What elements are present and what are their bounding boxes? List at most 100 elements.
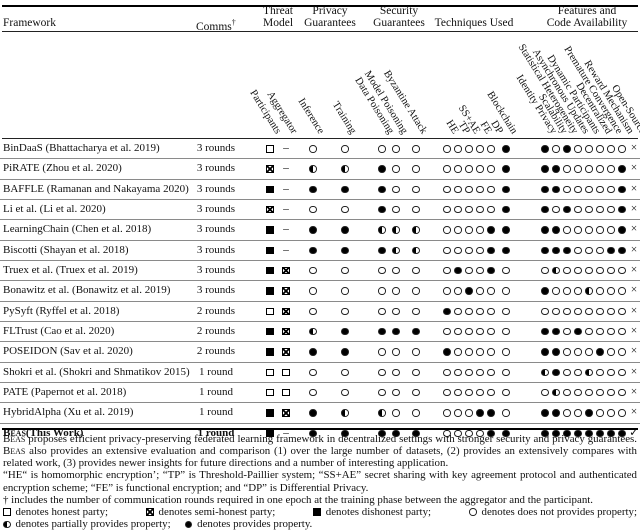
symbol-partially-provides-property <box>552 266 560 275</box>
legend-item: denotes partially provides property; <box>3 518 171 530</box>
table-row: Li et al. (Li et al. 2020) 3 rounds – × <box>0 200 640 221</box>
symbol-dishonest-party <box>266 287 274 295</box>
symbol-provides-property <box>596 348 604 356</box>
symbol-provides-property <box>607 246 615 255</box>
symbol-no: × <box>630 345 638 358</box>
symbol-does-not-provides-property <box>454 429 462 438</box>
symbol-does-not-provides-property <box>502 287 510 295</box>
symbol-does-not-provides-property <box>487 205 495 214</box>
symbol-does-not-provides-property <box>309 388 317 397</box>
symbol-does-not-provides-property <box>392 287 400 295</box>
framework-name: Shokri et al. (Shokri and Shmatikov 2015… <box>3 365 190 378</box>
symbol-does-not-provides-property <box>541 266 549 275</box>
symbol-partially-provides-property <box>412 226 420 234</box>
symbol-not-applicable: – <box>283 243 289 256</box>
symbol-no: × <box>630 385 638 398</box>
symbol-partially-provides-property <box>541 368 549 377</box>
symbol-provides-property <box>596 429 604 438</box>
symbol-no: × <box>630 284 638 297</box>
symbol-semi-honest-party <box>282 409 290 417</box>
symbol-honest-party <box>282 388 290 397</box>
symbol-provides-property <box>552 327 560 336</box>
symbol-does-not-provides-property <box>341 205 349 214</box>
symbol-does-not-provides-property <box>412 409 420 417</box>
symbol-does-not-provides-property <box>585 266 593 275</box>
symbol-does-not-provides-property <box>454 368 462 377</box>
group-header-features-and-code-availability: Features and Code Availability <box>512 5 640 29</box>
symbol-not-applicable: – <box>283 426 289 439</box>
symbol-does-not-provides-property <box>341 368 349 377</box>
symbol-semi-honest-party <box>282 307 290 316</box>
symbol-does-not-provides-property <box>552 287 560 295</box>
symbol-does-not-provides-property <box>454 307 462 316</box>
symbol-provides-property <box>309 246 317 255</box>
symbol-provides-property <box>378 327 386 336</box>
symbol-does-not-provides-property <box>585 226 593 234</box>
symbol-does-not-provides-property <box>454 348 462 356</box>
symbol-provides-property <box>552 226 560 234</box>
comms-value: 3 rounds <box>196 162 236 175</box>
framework-name: Truex et al. (Truex et al. 2019) <box>3 263 138 276</box>
symbol-does-not-provides-property <box>309 266 317 275</box>
symbol-does-not-provides-property <box>465 185 473 194</box>
symbol-does-not-provides-property <box>443 388 451 397</box>
symbol-does-not-provides-property <box>552 205 560 214</box>
symbol-does-not-provides-property <box>412 388 420 397</box>
symbol-dishonest-party <box>313 508 321 516</box>
symbol-does-not-provides-property <box>607 368 615 377</box>
symbol-does-not-provides-property <box>443 145 451 153</box>
symbol-provides-property <box>487 429 495 438</box>
symbol-provides-property <box>552 185 560 194</box>
symbol-provides-property <box>309 348 317 356</box>
symbol-does-not-provides-property <box>469 508 477 516</box>
symbol-provides-property <box>541 348 549 356</box>
symbol-provides-property <box>341 348 349 356</box>
symbol-provides-property <box>541 185 549 194</box>
symbol-provides-property <box>541 205 549 214</box>
symbol-dishonest-party <box>266 429 274 438</box>
table-row: PiRATE (Zhou et al. 2020) 3 rounds – × <box>0 159 640 180</box>
symbol-provides-property <box>502 145 510 153</box>
symbol-provides-property <box>341 429 349 438</box>
symbol-provides-property <box>378 205 386 214</box>
symbol-does-not-provides-property <box>412 165 420 173</box>
table-row: HybridAlpha (Xu et al. 2019) 1 round × <box>0 403 640 424</box>
symbol-does-not-provides-property <box>596 307 604 316</box>
symbol-partially-provides-property <box>309 165 317 173</box>
group-header-line: Model <box>262 17 294 29</box>
body-top-rule <box>2 138 638 139</box>
table-row: PATE (Papernot et al. 2018) 1 round × <box>0 383 640 404</box>
legend-line-1: denotes honest party; denotes semi-honest… <box>3 506 637 518</box>
comms-value: 3 rounds <box>196 223 236 236</box>
symbol-does-not-provides-property <box>392 348 400 356</box>
symbol-does-not-provides-property <box>585 327 593 336</box>
symbol-dishonest-party <box>266 226 274 234</box>
symbol-not-applicable: – <box>283 202 289 215</box>
legend-item-text: denotes honest party; <box>15 505 109 518</box>
symbol-does-not-provides-property <box>378 287 386 295</box>
symbol-does-not-provides-property <box>465 145 473 153</box>
symbol-does-not-provides-property <box>574 287 582 295</box>
symbol-provides-property <box>541 145 549 153</box>
symbol-does-not-provides-property <box>574 145 582 153</box>
symbol-does-not-provides-property <box>392 388 400 397</box>
comms-value: 3 rounds <box>196 243 236 256</box>
symbol-does-not-provides-property <box>502 327 510 336</box>
column-header-comms: Comms† <box>196 18 236 33</box>
symbol-does-not-provides-property <box>378 368 386 377</box>
symbol-does-not-provides-property <box>476 145 484 153</box>
symbol-does-not-provides-property <box>392 205 400 214</box>
symbol-does-not-provides-property <box>574 266 582 275</box>
symbol-honest-party <box>266 145 274 153</box>
symbol-does-not-provides-property <box>465 246 473 255</box>
group-header-techniques-used: Techniques Used <box>399 5 549 29</box>
table-row: Truex et al. (Truex et al. 2019) 3 rounds… <box>0 261 640 282</box>
symbol-does-not-provides-property <box>563 388 571 397</box>
framework-name: Biscotti (Shayan et al. 2018) <box>3 243 129 256</box>
table-row: Bonawitz et al. (Bonawitz et al. 2019) 3 … <box>0 281 640 302</box>
symbol-provides-property <box>541 429 549 438</box>
symbol-does-not-provides-property <box>465 409 473 417</box>
symbol-provides-property <box>585 409 593 417</box>
legend-item: denotes honest party; <box>3 506 108 518</box>
symbol-partially-provides-property <box>341 165 349 173</box>
